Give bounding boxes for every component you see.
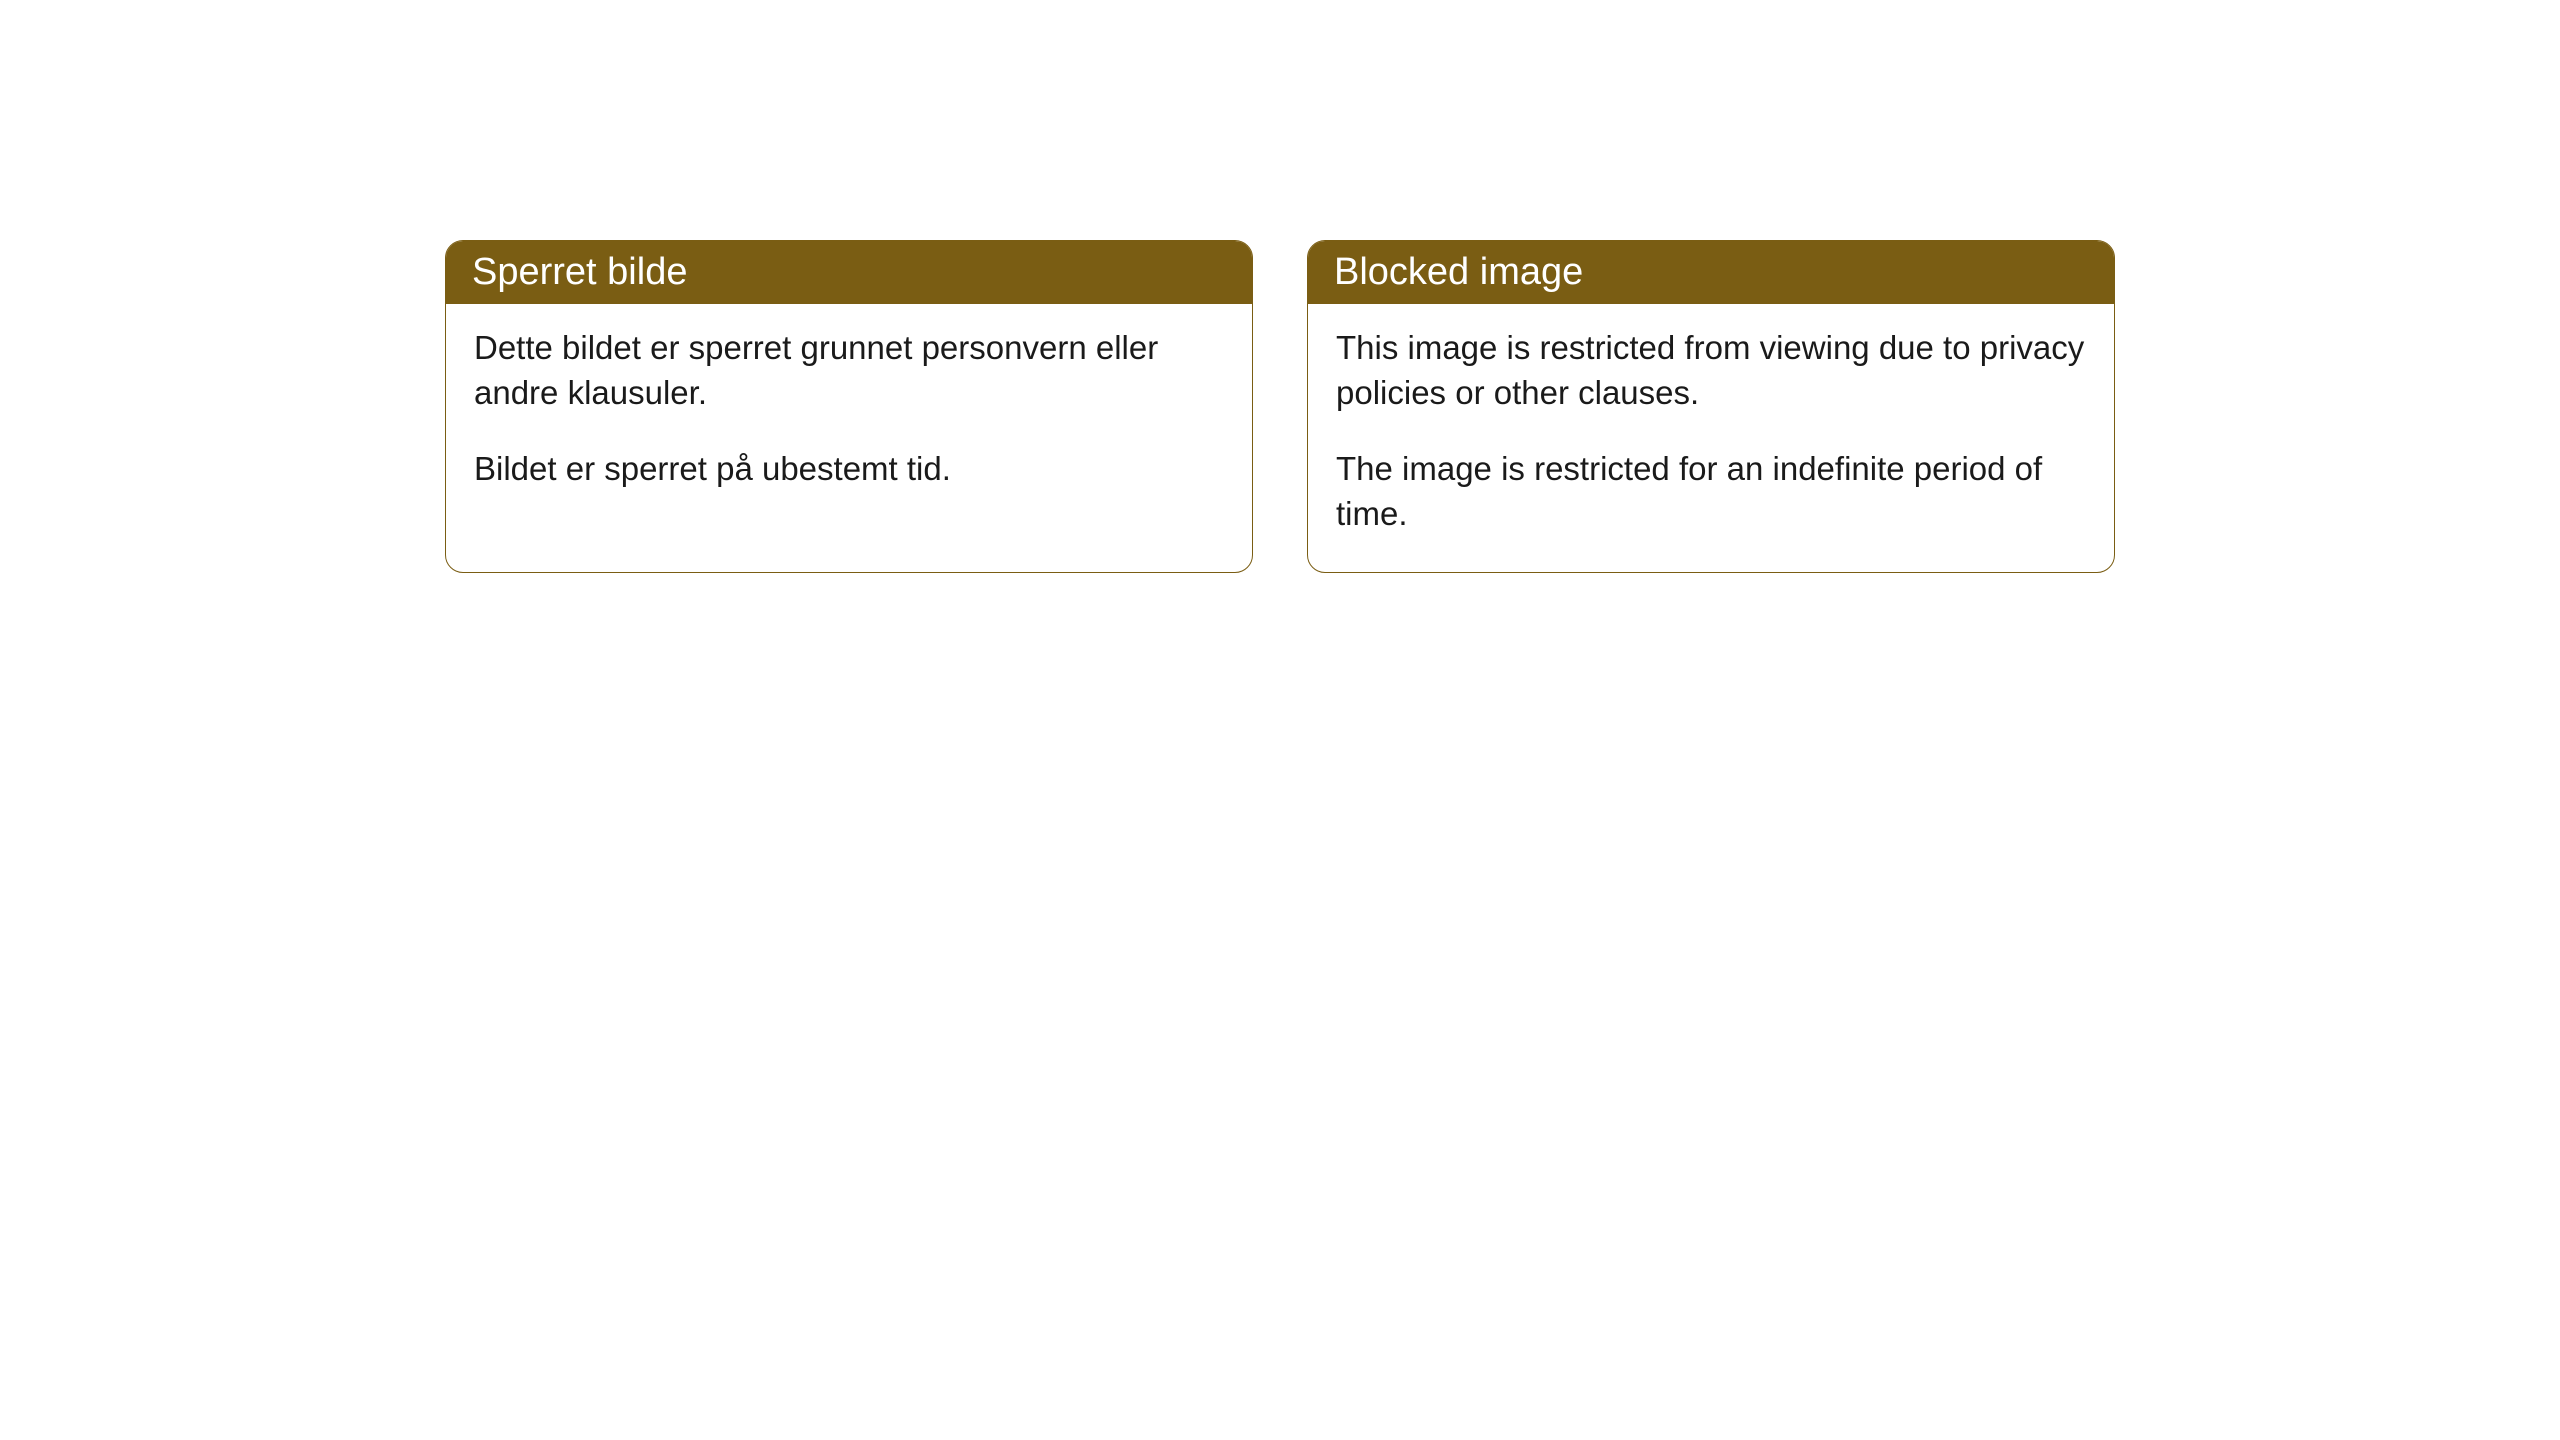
card-header: Sperret bilde (446, 241, 1252, 304)
card-paragraph: Bildet er sperret på ubestemt tid. (474, 447, 1224, 492)
card-title: Blocked image (1334, 251, 1583, 293)
card-paragraph: The image is restricted for an indefinit… (1336, 447, 2086, 536)
blocked-image-card-english: Blocked image This image is restricted f… (1307, 240, 2115, 573)
notice-container: Sperret bilde Dette bildet er sperret gr… (445, 240, 2115, 573)
card-paragraph: This image is restricted from viewing du… (1336, 326, 2086, 415)
blocked-image-card-norwegian: Sperret bilde Dette bildet er sperret gr… (445, 240, 1253, 573)
card-body: Dette bildet er sperret grunnet personve… (446, 304, 1252, 572)
card-title: Sperret bilde (472, 251, 687, 293)
card-body: This image is restricted from viewing du… (1308, 304, 2114, 572)
card-header: Blocked image (1308, 241, 2114, 304)
card-paragraph: Dette bildet er sperret grunnet personve… (474, 326, 1224, 415)
